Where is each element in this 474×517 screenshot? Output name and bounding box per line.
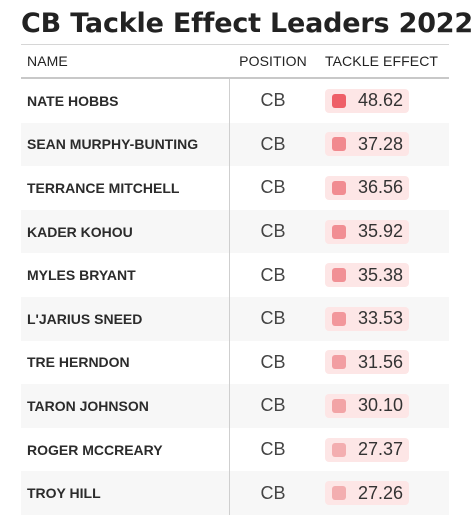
tackle-effect-pill: 33.53 xyxy=(325,306,410,331)
table-row: SEAN MURPHY-BUNTING CB 37.28 xyxy=(21,122,449,167)
player-position: CB xyxy=(260,395,286,416)
page-title: CB Tackle Effect Leaders 2022 xyxy=(21,8,473,39)
player-position: CB xyxy=(260,133,286,154)
player-name: MYLES BRYANT xyxy=(27,267,136,284)
table-row: TROY HILL CB 27.26 xyxy=(21,471,449,515)
tackle-effect-cell: 35.92 xyxy=(319,219,449,244)
column-header-name[interactable]: NAME xyxy=(27,53,68,69)
column-divider xyxy=(229,79,230,515)
player-name: TARON JOHNSON xyxy=(27,397,149,414)
player-position: CB xyxy=(260,221,286,242)
color-scale-swatch xyxy=(332,355,346,370)
leaders-table: NAME POSITION TACKLE EFFECT NATE HOBBS CB… xyxy=(21,44,449,515)
tackle-effect-cell: 27.37 xyxy=(319,437,449,462)
tackle-effect-cell: 27.26 xyxy=(319,481,449,506)
tackle-effect-cell: 36.56 xyxy=(319,175,449,200)
tackle-effect-pill: 37.28 xyxy=(325,132,410,157)
tackle-effect-pill: 31.56 xyxy=(325,350,410,375)
tackle-effect-cell: 33.53 xyxy=(319,306,449,331)
player-position: CB xyxy=(260,308,286,329)
player-name: TERRANCE MITCHELL xyxy=(27,179,180,196)
player-name: KADER KOHOU xyxy=(27,223,133,240)
tackle-effect-pill: 35.92 xyxy=(325,219,410,244)
tackle-effect-value: 35.92 xyxy=(358,221,404,242)
table-body: NATE HOBBS CB 48.62 SEAN MURPHY-BUNTING CB 37… xyxy=(21,79,449,515)
tackle-effect-value: 48.62 xyxy=(358,90,404,111)
column-header-position[interactable]: POSITION xyxy=(239,53,307,69)
tackle-effect-cell: 48.62 xyxy=(319,88,449,113)
tackle-effect-pill: 27.37 xyxy=(325,437,410,462)
table-row: NATE HOBBS CB 48.62 xyxy=(21,79,449,123)
player-name: ROGER MCCREARY xyxy=(27,441,163,458)
tackle-effect-pill: 30.10 xyxy=(325,393,410,418)
player-name: SEAN MURPHY-BUNTING xyxy=(27,136,199,153)
table-row: KADER KOHOU CB 35.92 xyxy=(21,209,449,254)
player-position: CB xyxy=(260,351,286,372)
tackle-effect-value: 37.28 xyxy=(358,133,404,154)
table-widget: CB Tackle Effect Leaders 2022 NAME POSIT… xyxy=(21,0,473,515)
tackle-effect-value: 36.56 xyxy=(358,177,404,198)
table-row: ROGER MCCREARY CB 27.37 xyxy=(21,428,449,472)
tackle-effect-value: 31.56 xyxy=(358,351,404,372)
table-row: TRE HERNDON CB 31.56 xyxy=(21,341,449,385)
table-row: TERRANCE MITCHELL CB 36.56 xyxy=(21,166,449,210)
tackle-effect-cell: 35.38 xyxy=(319,263,449,288)
table-row: L'JARIUS SNEED CB 33.53 xyxy=(21,296,449,341)
tackle-effect-pill: 27.26 xyxy=(325,481,410,506)
player-position: CB xyxy=(260,264,286,285)
color-scale-swatch xyxy=(332,137,346,152)
table-row: TARON JOHNSON CB 30.10 xyxy=(21,384,449,428)
column-header-tackle-effect[interactable]: TACKLE EFFECT xyxy=(325,53,439,69)
tackle-effect-pill: 48.62 xyxy=(325,88,410,113)
tackle-effect-pill: 35.38 xyxy=(325,263,410,288)
tackle-effect-value: 30.10 xyxy=(358,395,404,416)
color-scale-swatch xyxy=(332,442,346,457)
color-scale-swatch xyxy=(332,486,346,501)
tackle-effect-cell: 31.56 xyxy=(319,350,449,375)
color-scale-swatch xyxy=(332,93,346,108)
table-row: MYLES BRYANT CB 35.38 xyxy=(21,253,449,297)
table-header: NAME POSITION TACKLE EFFECT xyxy=(21,44,449,79)
player-name: TROY HILL xyxy=(27,485,101,502)
color-scale-swatch xyxy=(332,180,346,195)
tackle-effect-pill: 36.56 xyxy=(325,175,410,200)
tackle-effect-cell: 30.10 xyxy=(319,393,449,418)
tackle-effect-cell: 37.28 xyxy=(319,132,449,157)
tackle-effect-value: 27.26 xyxy=(358,482,404,503)
color-scale-swatch xyxy=(332,311,346,326)
tackle-effect-value: 27.37 xyxy=(358,439,404,460)
player-position: CB xyxy=(260,90,286,111)
player-position: CB xyxy=(260,439,286,460)
color-scale-swatch xyxy=(332,268,346,283)
player-name: NATE HOBBS xyxy=(27,92,119,109)
player-position: CB xyxy=(260,177,286,198)
tackle-effect-value: 33.53 xyxy=(358,308,404,329)
color-scale-swatch xyxy=(332,224,346,239)
player-name: TRE HERNDON xyxy=(27,354,130,371)
player-position: CB xyxy=(260,482,286,503)
tackle-effect-value: 35.38 xyxy=(358,264,404,285)
player-name: L'JARIUS SNEED xyxy=(27,310,143,327)
color-scale-swatch xyxy=(332,398,346,413)
